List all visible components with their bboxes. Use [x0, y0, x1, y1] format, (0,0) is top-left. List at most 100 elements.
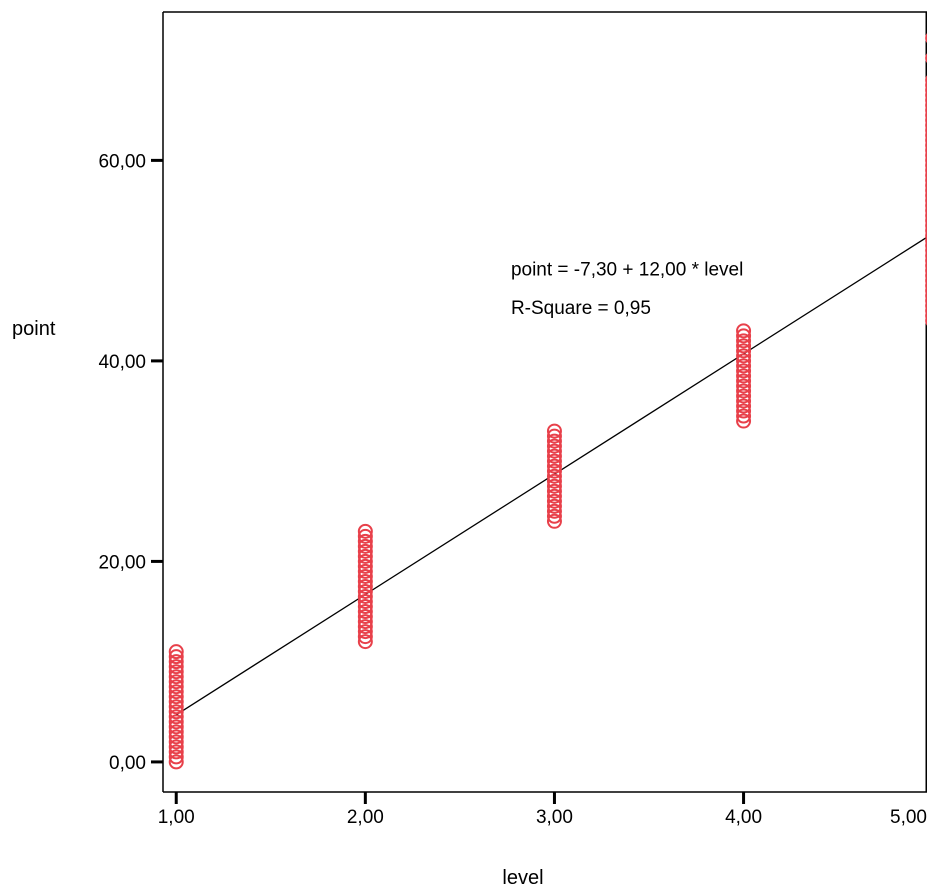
data-point	[925, 195, 927, 206]
data-point	[357, 563, 373, 579]
data-point	[168, 744, 184, 760]
data-point	[357, 533, 373, 549]
data-point	[925, 110, 927, 121]
data-point	[925, 145, 927, 156]
data-point	[925, 260, 927, 271]
data-point	[168, 649, 184, 665]
data-point	[168, 714, 184, 730]
data-point	[168, 644, 184, 660]
y-tick-label: 60,00	[98, 151, 146, 172]
data-point	[736, 393, 752, 409]
data-point	[925, 315, 927, 326]
data-point	[925, 280, 927, 291]
data-point	[546, 458, 562, 474]
data-point	[168, 654, 184, 670]
data-point	[357, 538, 373, 554]
data-point	[736, 368, 752, 384]
data-point	[925, 140, 927, 151]
data-point	[925, 100, 927, 111]
data-point	[736, 388, 752, 404]
axes-group: 0,00 20,00 40,00 60,00 1,00 2,00 3,00 4,00 5,00	[98, 12, 927, 828]
data-point	[925, 265, 927, 276]
data-point	[357, 528, 373, 544]
data-point	[925, 135, 927, 146]
data-point	[925, 190, 927, 201]
x-tick-label: 5,00	[890, 807, 927, 828]
data-point	[357, 619, 373, 635]
data-point	[168, 724, 184, 740]
data-point	[925, 295, 927, 306]
y-tick-label: 40,00	[98, 352, 146, 373]
data-point	[925, 170, 927, 181]
x-axis-title: level	[502, 867, 543, 889]
data-point	[925, 165, 927, 176]
data-point	[168, 689, 184, 705]
data-point	[925, 250, 927, 261]
data-point	[925, 105, 927, 116]
data-point	[925, 215, 927, 226]
data-point	[925, 305, 927, 316]
data-point	[925, 95, 927, 106]
data-point	[546, 428, 562, 444]
data-point	[357, 588, 373, 604]
data-point	[546, 498, 562, 514]
data-point	[736, 373, 752, 389]
data-point	[168, 734, 184, 750]
data-point	[168, 684, 184, 700]
data-point	[925, 53, 927, 63]
data-point	[736, 408, 752, 424]
data-point	[168, 664, 184, 680]
data-point	[925, 310, 927, 321]
data-point	[925, 185, 927, 196]
data-point	[357, 599, 373, 615]
data-point	[736, 383, 752, 399]
data-point	[925, 120, 927, 131]
x-tick-label: 4,00	[725, 807, 762, 828]
data-point	[925, 245, 927, 256]
data-point	[546, 488, 562, 504]
data-point	[736, 413, 752, 429]
data-point	[925, 150, 927, 161]
data-point	[925, 130, 927, 141]
data-point	[546, 493, 562, 509]
data-point	[736, 328, 752, 344]
data-point	[357, 578, 373, 594]
data-point	[357, 624, 373, 640]
data-point	[925, 210, 927, 221]
data-point	[925, 290, 927, 301]
equation-annotation: R-Square = 0,95	[511, 298, 651, 319]
data-point	[925, 235, 927, 246]
data-point	[357, 558, 373, 574]
data-point	[546, 508, 562, 524]
data-point	[357, 604, 373, 620]
data-point	[357, 629, 373, 645]
data-point	[357, 543, 373, 559]
data-point	[546, 478, 562, 494]
data-point	[925, 200, 927, 211]
data-point	[546, 438, 562, 454]
y-tick-label: 20,00	[98, 552, 146, 573]
data-point	[736, 378, 752, 394]
data-point	[925, 225, 927, 236]
data-point	[736, 363, 752, 379]
data-point	[168, 669, 184, 685]
data-point	[736, 343, 752, 359]
data-point	[168, 704, 184, 720]
data-point	[357, 553, 373, 569]
equation-annotation: point = -7,30 + 12,00 * level	[511, 260, 743, 281]
data-point	[168, 679, 184, 695]
data-point	[925, 90, 927, 101]
data-point	[357, 523, 373, 539]
data-point	[736, 358, 752, 374]
data-point	[925, 80, 927, 91]
data-point	[925, 285, 927, 296]
data-point	[357, 568, 373, 584]
data-point	[736, 338, 752, 354]
data-point	[546, 423, 562, 439]
data-point	[925, 125, 927, 136]
data-point	[736, 348, 752, 364]
data-point	[925, 115, 927, 126]
data-point	[546, 503, 562, 519]
data-point	[357, 594, 373, 610]
